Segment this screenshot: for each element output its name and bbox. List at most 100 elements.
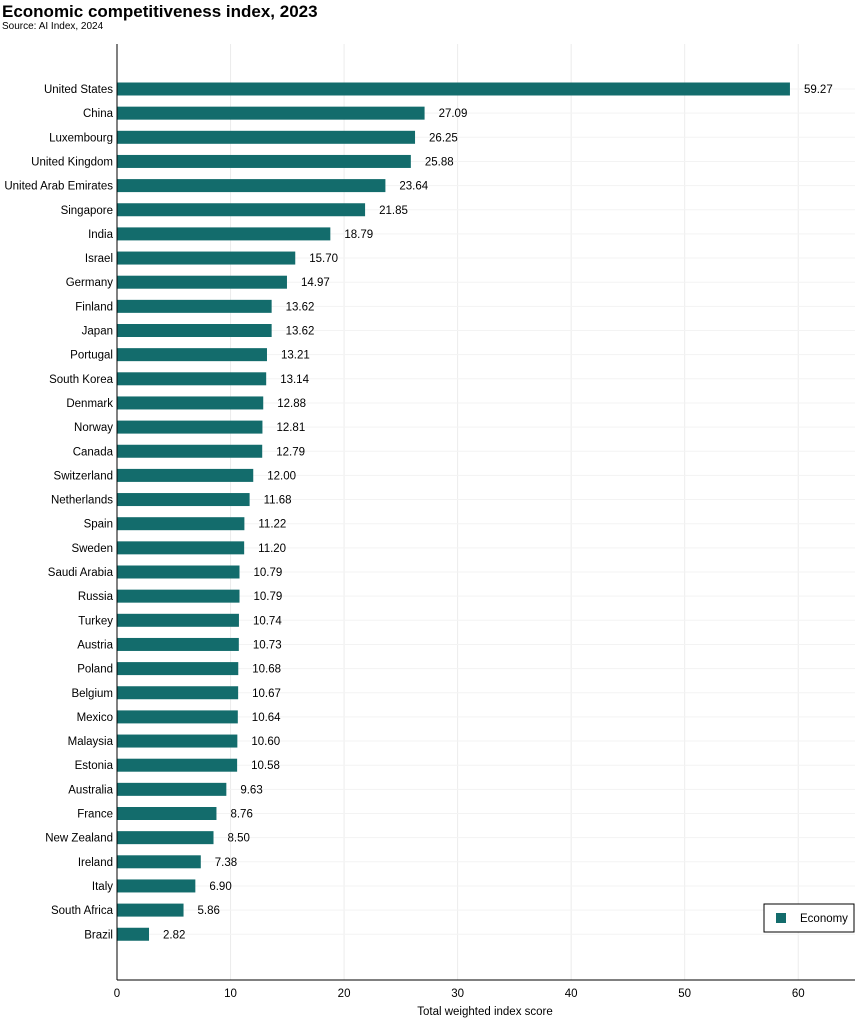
data-label: 10.67	[252, 688, 281, 700]
x-tick-label: 10	[224, 988, 237, 1000]
data-label: 12.88	[277, 398, 306, 410]
data-label: 21.85	[379, 205, 408, 217]
bar	[117, 493, 250, 507]
category-label: South Africa	[51, 905, 114, 917]
category-label: Austria	[77, 639, 113, 651]
category-label: Poland	[77, 664, 113, 676]
bar	[117, 203, 366, 217]
data-label: 15.70	[309, 253, 338, 265]
data-label: 13.62	[286, 326, 315, 338]
data-label: 8.50	[228, 833, 250, 845]
category-label: India	[88, 229, 114, 241]
bar	[117, 372, 267, 386]
category-label: Sweden	[71, 543, 113, 555]
category-label: Belgium	[71, 688, 113, 700]
bar	[117, 541, 245, 555]
bar	[117, 227, 331, 241]
category-label: Brazil	[84, 929, 113, 941]
category-label: Germany	[66, 277, 114, 289]
data-label: 27.09	[439, 108, 468, 120]
category-label: Turkey	[78, 615, 113, 627]
category-label: New Zealand	[45, 833, 113, 845]
bar	[117, 420, 263, 434]
category-label: Saudi Arabia	[48, 567, 114, 579]
legend-label: Economy	[800, 913, 848, 925]
x-tick-label: 60	[792, 988, 805, 1000]
legend-swatch	[776, 913, 786, 923]
bar	[117, 758, 238, 772]
x-axis-title: Total weighted index score	[417, 1006, 553, 1018]
bar	[117, 927, 150, 941]
bar	[117, 468, 254, 482]
data-label: 10.73	[253, 639, 282, 651]
data-label: 11.20	[258, 543, 286, 555]
data-label: 6.90	[209, 881, 231, 893]
bar	[117, 855, 201, 869]
category-label: Japan	[82, 326, 113, 338]
x-tick-label: 20	[338, 988, 351, 1000]
data-label: 10.74	[253, 615, 282, 627]
data-label: 26.25	[429, 132, 458, 144]
category-label: Estonia	[75, 760, 114, 772]
bar	[117, 879, 196, 893]
data-label: 13.62	[286, 301, 315, 313]
category-label: United States	[44, 84, 113, 96]
data-label: 5.86	[198, 905, 220, 917]
bar	[117, 324, 272, 337]
category-label: United Arab Emirates	[4, 181, 113, 193]
category-label: Australia	[68, 784, 113, 796]
category-label: Mexico	[77, 712, 113, 724]
bar	[117, 903, 184, 917]
bar	[117, 348, 267, 362]
bar	[117, 396, 264, 410]
chart-title: Economic competitiveness index, 2023	[2, 2, 318, 21]
data-label: 2.82	[163, 929, 185, 941]
category-label: South Korea	[49, 374, 114, 386]
chart-subtitle: Source: AI Index, 2024	[2, 21, 104, 32]
data-label: 13.21	[281, 350, 310, 362]
data-label: 18.79	[344, 229, 373, 241]
data-label: 10.68	[252, 664, 281, 676]
data-label: 23.64	[399, 181, 428, 193]
category-label: Malaysia	[68, 736, 114, 748]
category-label: Ireland	[78, 857, 113, 869]
category-label: United Kingdom	[31, 156, 113, 168]
x-axis-ticks: 0 10 20 30 40 50 60	[114, 988, 805, 1000]
category-label: Portugal	[70, 350, 113, 362]
bar	[117, 106, 425, 120]
category-label: Switzerland	[54, 470, 113, 482]
data-label: 10.64	[252, 712, 281, 724]
labels: United States 59.27 China 27.09 Luxembourg 26…	[4, 84, 832, 941]
category-label: Russia	[78, 591, 114, 603]
bar	[117, 613, 239, 627]
x-tick-label: 30	[451, 988, 464, 1000]
data-label: 8.76	[230, 809, 252, 821]
category-label: Israel	[85, 253, 113, 265]
legend: Economy	[763, 903, 855, 933]
category-label: Norway	[74, 422, 113, 434]
bar	[117, 831, 214, 845]
category-label: Spain	[84, 519, 113, 531]
data-label: 11.22	[258, 519, 286, 531]
category-label: Netherlands	[51, 495, 113, 507]
category-label: Denmark	[66, 398, 113, 410]
category-label: Italy	[92, 881, 113, 893]
data-label: 13.14	[280, 374, 309, 386]
x-tick-label: 0	[114, 988, 120, 1000]
bar	[117, 251, 296, 265]
bar	[117, 444, 263, 458]
data-label: 9.63	[240, 784, 262, 796]
data-label: 12.00	[267, 470, 296, 482]
data-label: 12.81	[276, 422, 305, 434]
bar	[117, 782, 227, 796]
bar	[117, 179, 386, 193]
category-label: China	[83, 108, 114, 120]
data-label: 10.79	[254, 567, 283, 579]
data-label: 12.79	[276, 446, 305, 458]
x-tick-label: 40	[565, 988, 578, 1000]
bar	[117, 662, 239, 676]
bars	[117, 82, 790, 941]
data-label: 10.60	[251, 736, 280, 748]
category-label: Luxembourg	[49, 132, 113, 144]
